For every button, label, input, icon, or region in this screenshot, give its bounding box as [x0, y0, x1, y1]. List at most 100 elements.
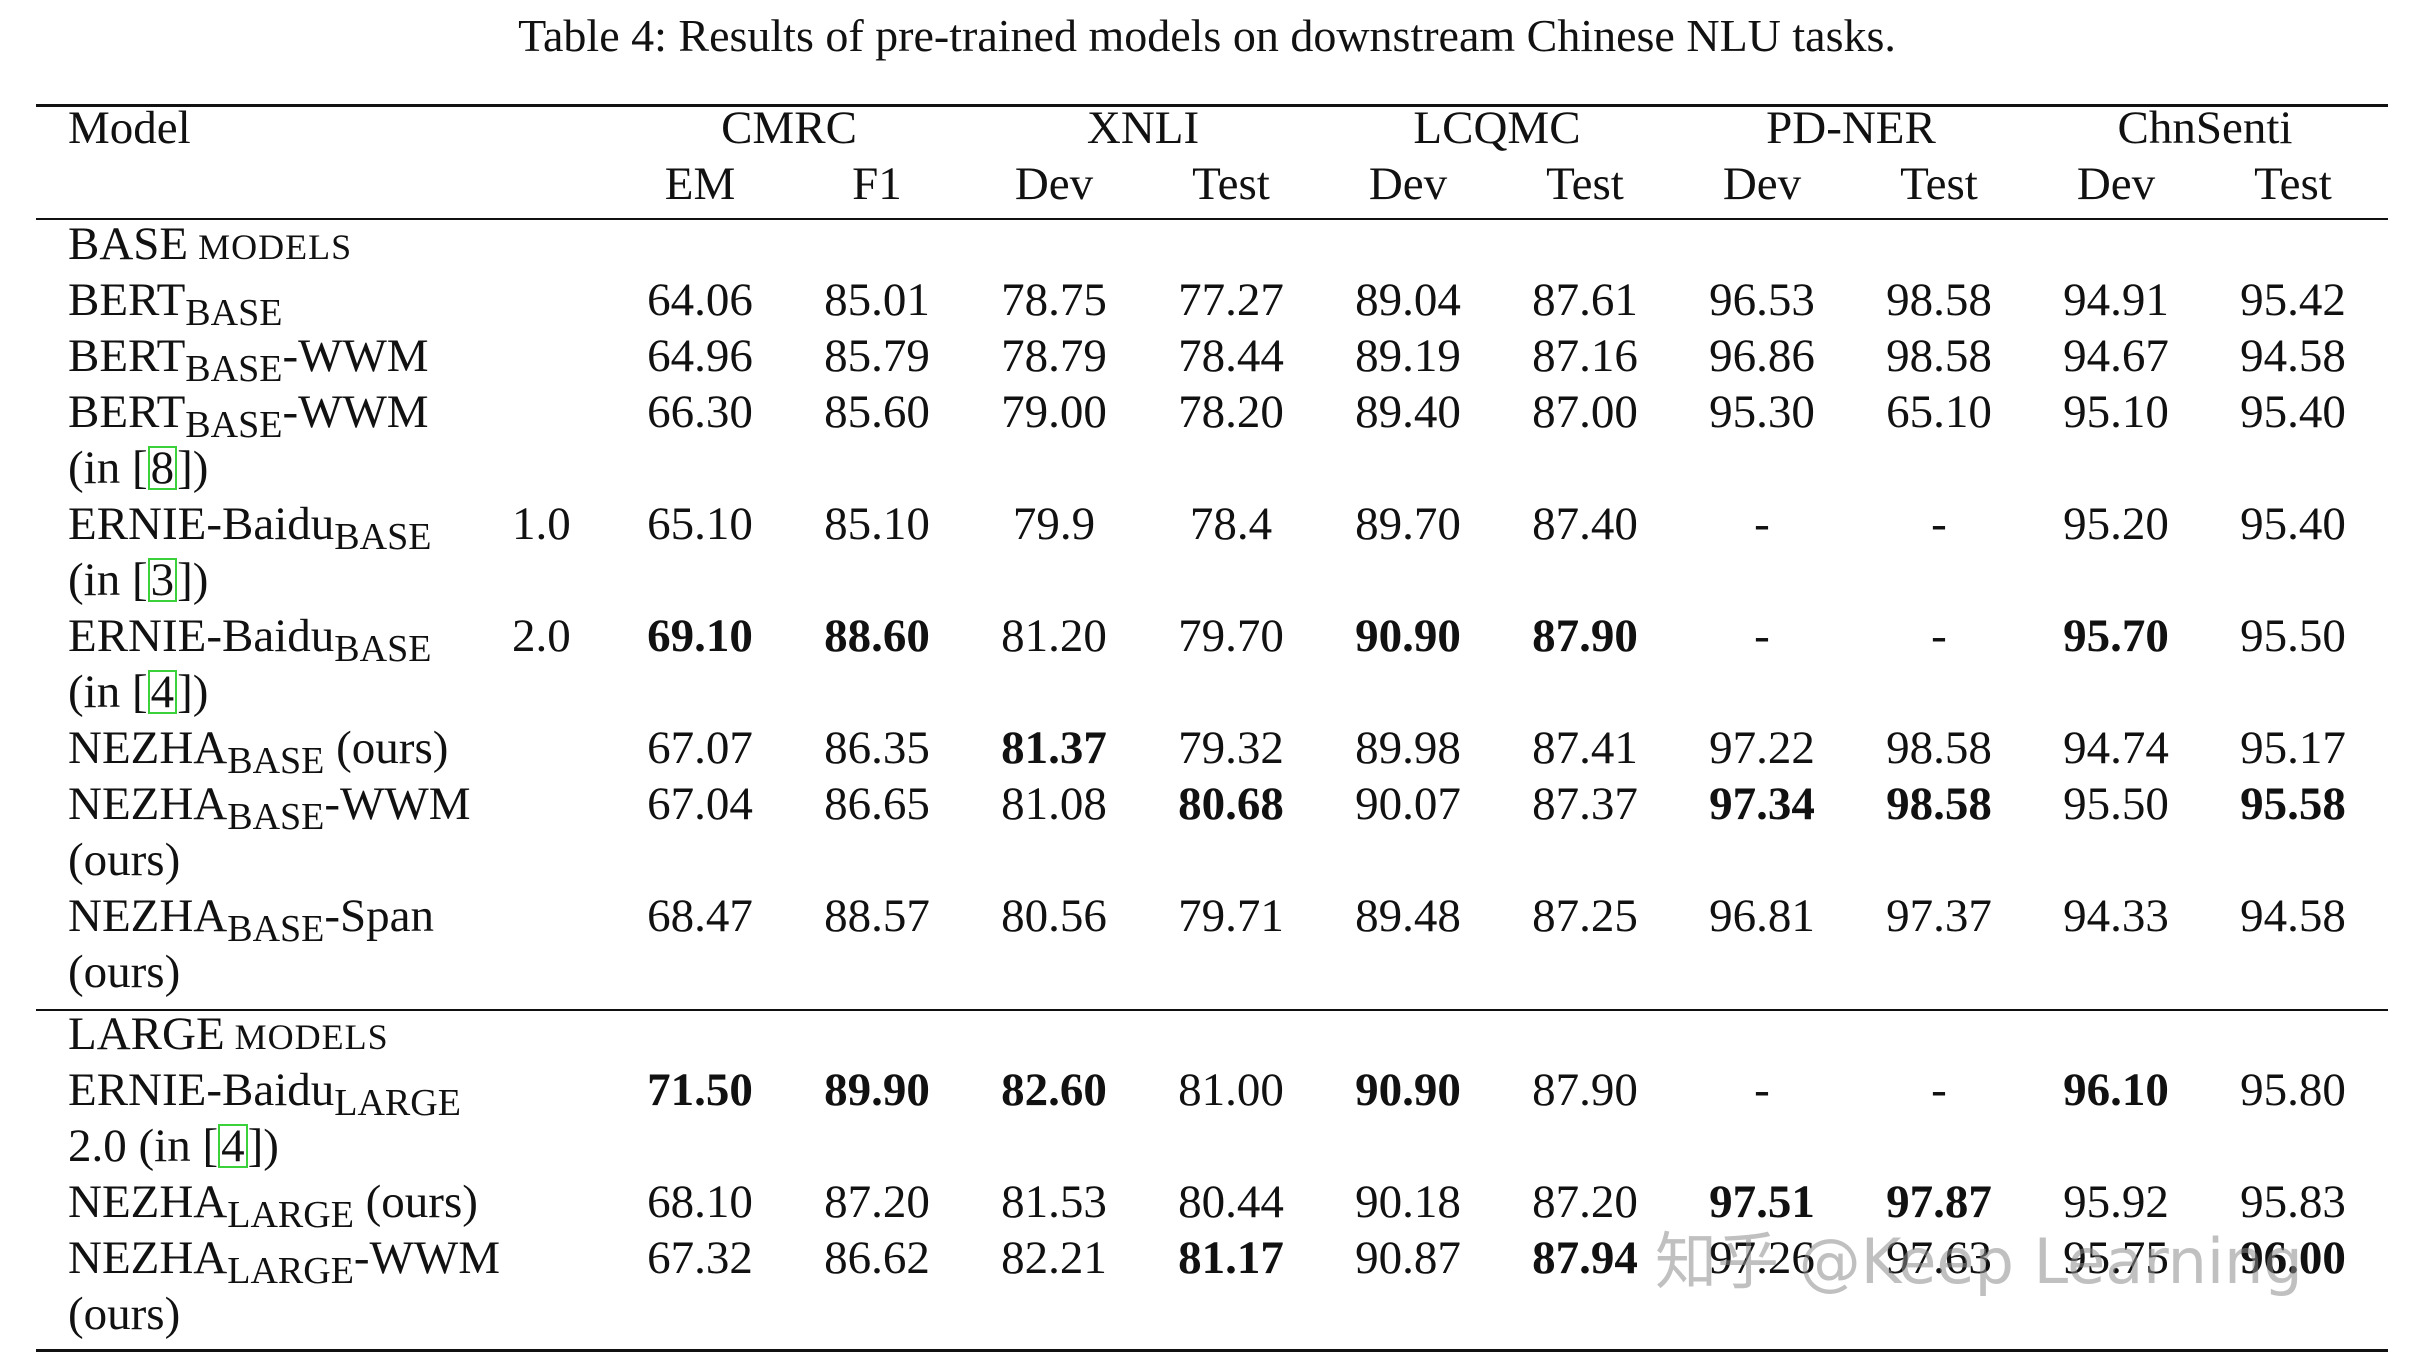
value-cell: 77.27 — [1178, 274, 1284, 326]
value-cell: 89.90 — [824, 1064, 930, 1116]
value-cell: 82.60 — [1001, 1064, 1107, 1116]
value-cell: 65.10 — [647, 498, 753, 550]
model-subscript: BASE — [185, 404, 283, 446]
value-cell: 81.00 — [1178, 1064, 1284, 1116]
value-cell: 79.9 — [1012, 498, 1096, 550]
model-subscript: BASE — [227, 796, 325, 838]
value-cell: 95.50 — [2240, 610, 2346, 662]
value-cell: 87.37 — [1532, 778, 1638, 830]
model-subscript: BASE — [227, 740, 325, 782]
value-cell: 95.83 — [2240, 1176, 2346, 1228]
model-base: BERT — [68, 386, 186, 438]
model-suffix: -WWM — [324, 778, 471, 830]
value-cell: 85.79 — [824, 330, 930, 382]
value-cell: 81.20 — [1001, 610, 1107, 662]
value-cell: 64.96 — [647, 330, 753, 382]
value-cell: 87.61 — [1532, 274, 1638, 326]
model-suffix: (ours) — [324, 722, 449, 774]
model-base: NEZHA — [68, 778, 228, 830]
value-cell: 87.00 — [1532, 386, 1638, 438]
value-cell: 97.26 — [1709, 1232, 1815, 1284]
model-base: NEZHA — [68, 1176, 228, 1228]
value-cell: 67.07 — [647, 722, 753, 774]
value-cell: 96.10 — [2063, 1064, 2169, 1116]
value-cell: 97.22 — [1709, 722, 1815, 774]
citation-link[interactable]: 4 — [147, 669, 178, 716]
citation-link[interactable]: 4 — [218, 1123, 248, 1170]
value-cell: 86.35 — [824, 722, 930, 774]
model-name: ERNIE-BaiduLARGE 2.0 (in [4]) — [68, 1062, 608, 1174]
value-cell: 97.51 — [1709, 1176, 1815, 1228]
header-group-cmrc: CMRC — [721, 102, 857, 154]
value-cell: 88.60 — [824, 610, 930, 662]
value-cell: 95.10 — [2063, 386, 2169, 438]
header-model: Model — [68, 102, 191, 154]
value-cell: 87.40 — [1532, 498, 1638, 550]
citation-link[interactable]: 8 — [147, 445, 178, 492]
value-cell: 90.07 — [1355, 778, 1461, 830]
value-cell: 89.98 — [1355, 722, 1461, 774]
value-cell: 94.58 — [2240, 330, 2346, 382]
section-rule — [36, 1009, 2388, 1011]
value-cell: 81.37 — [1001, 722, 1107, 774]
value-cell: 98.58 — [1886, 722, 1992, 774]
value-cell: 96.00 — [2240, 1232, 2346, 1284]
model-name: NEZHALARGE (ours) — [68, 1174, 608, 1234]
value-cell: 90.90 — [1355, 610, 1461, 662]
value-cell: - — [1931, 498, 1947, 550]
value-cell: 66.30 — [647, 386, 753, 438]
value-cell: 80.68 — [1178, 778, 1284, 830]
header-subcol: F1 — [852, 158, 902, 210]
value-cell: 95.40 — [2240, 498, 2346, 550]
value-cell: 80.44 — [1178, 1176, 1284, 1228]
value-cell: - — [1931, 610, 1947, 662]
value-cell: 87.20 — [1532, 1176, 1638, 1228]
value-cell: 79.70 — [1178, 610, 1284, 662]
model-line2-close: ]) — [177, 442, 209, 494]
value-cell: - — [1754, 498, 1770, 550]
value-cell: 98.58 — [1886, 274, 1992, 326]
section-title-small: MODELS — [188, 227, 353, 267]
value-cell: 68.47 — [647, 890, 753, 942]
value-cell: 71.50 — [647, 1064, 753, 1116]
citation-link[interactable]: 3 — [147, 557, 178, 604]
value-cell: 64.06 — [647, 274, 753, 326]
header-group-pdner: PD-NER — [1766, 102, 1936, 154]
value-cell: 80.56 — [1001, 890, 1107, 942]
value-cell: 87.20 — [824, 1176, 930, 1228]
value-cell: 87.25 — [1532, 890, 1638, 942]
value-cell: 87.90 — [1532, 610, 1638, 662]
value-cell: 82.21 — [1001, 1232, 1107, 1284]
value-cell: 87.41 — [1532, 722, 1638, 774]
value-cell: 87.16 — [1532, 330, 1638, 382]
model-base: ERNIE-Baidu — [68, 498, 335, 550]
header-subcol: Test — [1900, 158, 1978, 210]
header-subcol: Test — [1546, 158, 1624, 210]
section-title-big: LARGE — [68, 1008, 225, 1060]
value-cell: 97.87 — [1886, 1176, 1992, 1228]
model-name: NEZHALARGE-WWM (ours) — [68, 1230, 608, 1342]
value-cell: 90.90 — [1355, 1064, 1461, 1116]
header-rule — [36, 218, 2388, 220]
model-subscript: LARGE — [227, 1194, 354, 1236]
model-version: 2.0 — [512, 610, 571, 662]
model-line2-close: ]) — [177, 554, 209, 606]
value-cell: - — [1931, 1064, 1947, 1116]
value-cell: 94.67 — [2063, 330, 2169, 382]
section-title-text: LARGE MODELS — [68, 1006, 608, 1065]
model-subscript: LARGE — [227, 1250, 354, 1292]
model-name: BERTBASE — [68, 272, 608, 332]
header-subcol: Test — [1192, 158, 1270, 210]
value-cell: 81.17 — [1178, 1232, 1284, 1284]
model-subscript: BASE — [227, 908, 325, 950]
section-title-big: BASE — [68, 218, 189, 270]
value-cell: 95.75 — [2063, 1232, 2169, 1284]
value-cell: 89.48 — [1355, 890, 1461, 942]
value-cell: 87.94 — [1532, 1232, 1638, 1284]
value-cell: 67.04 — [647, 778, 753, 830]
value-cell: 95.20 — [2063, 498, 2169, 550]
value-cell: 95.42 — [2240, 274, 2346, 326]
model-subscript: BASE — [185, 348, 283, 390]
model-line2: (ours) — [68, 1288, 181, 1340]
value-cell: 69.10 — [647, 610, 753, 662]
